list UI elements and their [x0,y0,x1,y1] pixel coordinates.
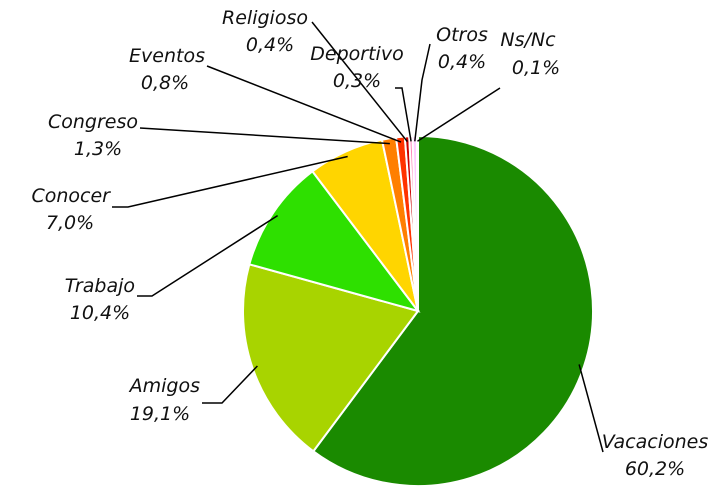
slice-label: Vacaciones [602,431,709,453]
slice-value-label: 0,3% [333,70,381,92]
slice-label: Ns/Nc [500,29,556,51]
leader-line [139,127,390,145]
slice-label: Otros [436,24,488,46]
slice-label: Deportivo [310,43,403,65]
slice-value-label: 19,1% [130,403,190,425]
leader-line [137,214,279,297]
slice-value-label: 0,1% [512,57,560,79]
leader-line [395,87,412,142]
slice-label: Trabajo [65,275,135,297]
leader-line [112,155,348,208]
slice-label: Eventos [129,45,205,67]
slice-value-label: 7,0% [46,212,94,234]
leader-line [578,364,604,453]
leader-line [311,21,408,143]
leader-line [414,43,431,142]
leader-line [206,65,402,143]
leader-line [417,87,501,142]
pie-slice [248,169,421,313]
slice-label: Congreso [48,111,138,133]
slice-value-label: 1,3% [74,138,122,160]
slice-value-label: 0,4% [438,51,486,73]
pie-slice [242,263,420,453]
slice-value-label: 10,4% [70,302,130,324]
slice-label: Amigos [128,375,200,397]
slice-value-label: 0,8% [141,72,189,94]
slice-value-label: 0,4% [246,34,294,56]
slice-value-label: 60,2% [625,458,685,480]
slice-label: Religioso [222,7,308,29]
pie-slice [311,134,594,487]
leader-line [202,365,258,404]
slice-label: Conocer [31,185,111,207]
pie-slice [415,134,419,312]
